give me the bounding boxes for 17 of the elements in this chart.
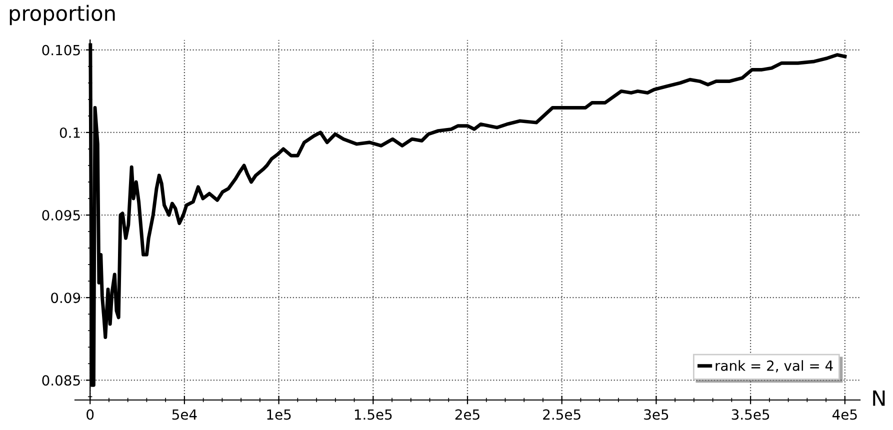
y-tick-label: 0.1	[60, 127, 80, 138]
x-tick-label: 2e5	[455, 409, 480, 420]
x-tick-label: 1.5e5	[354, 409, 392, 420]
x-tick-label: 2.5e5	[543, 409, 580, 420]
y-axis-title: proportion	[10, 4, 115, 26]
x-tick-label: 3e5	[644, 409, 668, 420]
y-tick-label: 0.085	[42, 375, 80, 386]
legend-label: rank = 2, val = 4	[716, 360, 833, 372]
x-tick-label: 0	[86, 409, 94, 420]
x-tick-label: 4e5	[832, 409, 857, 420]
y-tick-label: 0.095	[42, 210, 80, 221]
x-tick-label: 3.5e5	[732, 409, 770, 420]
x-tick-label: 1e5	[267, 409, 291, 420]
x-axis-title: N	[873, 390, 885, 406]
x-tick-label: 5e4	[172, 409, 197, 420]
y-tick-label: 0.105	[42, 44, 80, 56]
y-tick-label: 0.09	[51, 292, 80, 304]
